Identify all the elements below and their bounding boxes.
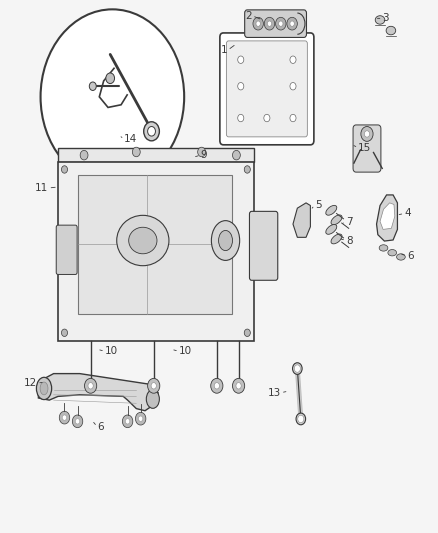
Bar <box>78 175 232 314</box>
Circle shape <box>264 17 275 30</box>
Circle shape <box>89 82 96 91</box>
Ellipse shape <box>129 227 157 254</box>
Circle shape <box>138 416 143 421</box>
Ellipse shape <box>296 413 306 425</box>
Circle shape <box>233 378 245 393</box>
Ellipse shape <box>219 230 233 251</box>
Bar <box>58 161 254 341</box>
Circle shape <box>238 114 244 122</box>
Text: 15: 15 <box>358 143 371 153</box>
Polygon shape <box>39 374 158 411</box>
Circle shape <box>88 383 93 389</box>
Circle shape <box>125 419 130 424</box>
Circle shape <box>233 150 240 160</box>
Circle shape <box>290 56 296 63</box>
Text: 1: 1 <box>221 45 228 55</box>
FancyBboxPatch shape <box>250 212 278 280</box>
Ellipse shape <box>40 382 48 395</box>
Text: 10: 10 <box>179 346 192 357</box>
Circle shape <box>290 114 296 122</box>
Text: 10: 10 <box>105 346 118 357</box>
Text: 4: 4 <box>404 208 411 219</box>
Circle shape <box>59 411 70 424</box>
Ellipse shape <box>293 363 302 374</box>
Circle shape <box>290 21 294 26</box>
Circle shape <box>85 378 97 393</box>
Circle shape <box>298 415 304 423</box>
Circle shape <box>238 56 244 63</box>
Circle shape <box>72 415 83 427</box>
Polygon shape <box>377 195 397 241</box>
Polygon shape <box>58 148 254 161</box>
Circle shape <box>256 21 260 26</box>
Circle shape <box>290 83 296 90</box>
Circle shape <box>253 17 263 30</box>
Circle shape <box>61 329 67 336</box>
Ellipse shape <box>331 215 342 225</box>
Text: 2: 2 <box>245 11 252 21</box>
Ellipse shape <box>388 249 396 256</box>
Circle shape <box>244 329 251 336</box>
Circle shape <box>267 21 272 26</box>
Circle shape <box>75 419 80 424</box>
Circle shape <box>238 83 244 90</box>
Ellipse shape <box>386 26 396 35</box>
Circle shape <box>106 73 115 84</box>
Polygon shape <box>380 203 395 229</box>
Text: 7: 7 <box>346 217 353 227</box>
Ellipse shape <box>375 15 385 24</box>
Circle shape <box>61 166 67 173</box>
Circle shape <box>122 415 133 427</box>
Ellipse shape <box>331 234 342 244</box>
Circle shape <box>144 122 159 141</box>
FancyBboxPatch shape <box>56 225 77 274</box>
Circle shape <box>287 17 297 30</box>
FancyBboxPatch shape <box>245 10 307 37</box>
Ellipse shape <box>379 245 388 251</box>
Circle shape <box>364 131 370 137</box>
Circle shape <box>279 21 283 26</box>
Circle shape <box>264 114 270 122</box>
Circle shape <box>148 126 155 136</box>
Text: 11: 11 <box>35 183 48 193</box>
Circle shape <box>236 383 241 389</box>
Ellipse shape <box>36 377 52 400</box>
Text: 8: 8 <box>346 236 353 246</box>
Text: 3: 3 <box>383 13 389 23</box>
Text: 9: 9 <box>201 150 207 160</box>
Circle shape <box>148 378 160 393</box>
Text: 13: 13 <box>268 387 281 398</box>
Ellipse shape <box>117 215 169 266</box>
Text: 12: 12 <box>24 378 37 388</box>
Circle shape <box>294 365 300 372</box>
FancyBboxPatch shape <box>226 41 307 137</box>
Ellipse shape <box>326 224 337 235</box>
FancyBboxPatch shape <box>353 125 381 172</box>
Circle shape <box>244 166 251 173</box>
Polygon shape <box>293 203 311 237</box>
Circle shape <box>361 126 373 141</box>
Ellipse shape <box>326 205 337 215</box>
Circle shape <box>135 413 146 425</box>
FancyBboxPatch shape <box>220 33 314 145</box>
Ellipse shape <box>396 254 405 260</box>
Text: 5: 5 <box>315 200 321 210</box>
Ellipse shape <box>146 390 159 408</box>
Circle shape <box>198 147 205 157</box>
Ellipse shape <box>212 221 240 261</box>
Text: 14: 14 <box>124 134 138 144</box>
Circle shape <box>276 17 286 30</box>
Circle shape <box>211 378 223 393</box>
Circle shape <box>132 147 140 157</box>
Text: 6: 6 <box>97 422 104 432</box>
Text: 6: 6 <box>407 251 413 261</box>
Circle shape <box>80 150 88 160</box>
Circle shape <box>62 415 67 420</box>
Circle shape <box>151 383 156 389</box>
Circle shape <box>41 10 184 184</box>
Circle shape <box>214 383 219 389</box>
